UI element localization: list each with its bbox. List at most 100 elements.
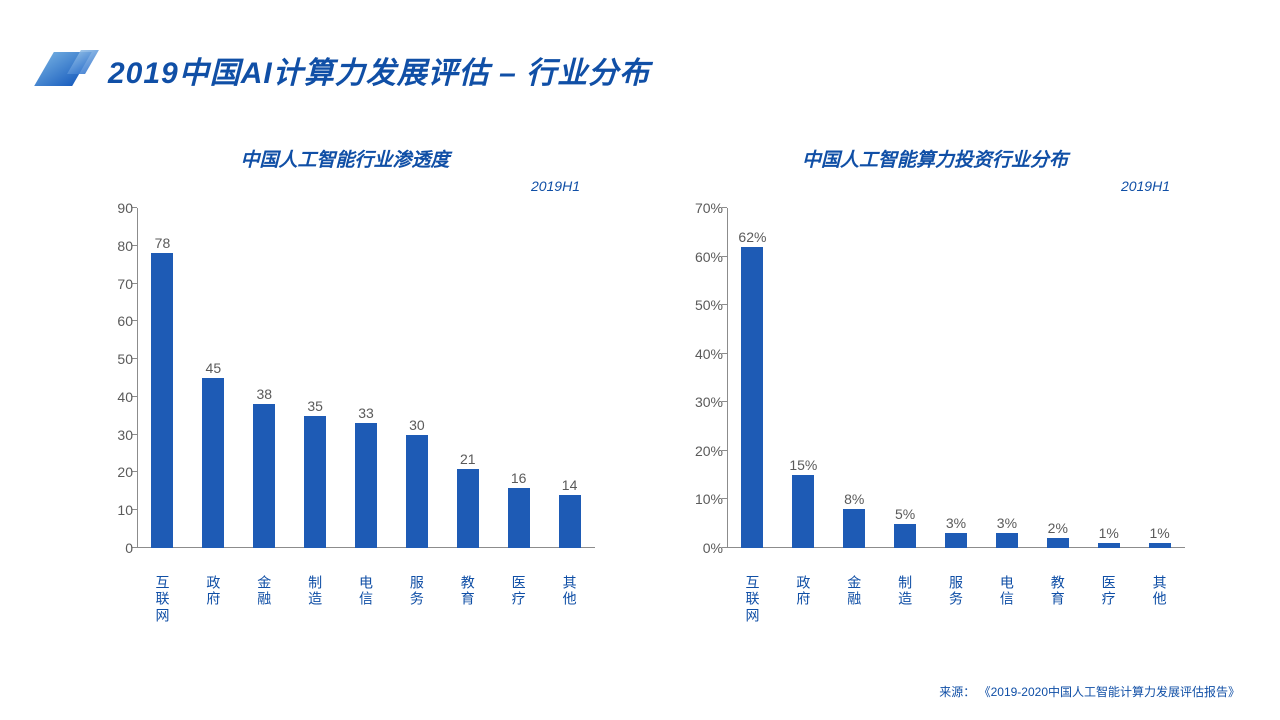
bar-value-label: 1% [1099, 525, 1119, 541]
y-tick-label: 70% [683, 200, 723, 216]
bar-value-label: 3% [946, 515, 966, 531]
y-tick-label: 20% [683, 443, 723, 459]
bar-value-label: 16 [511, 470, 527, 486]
x-category-label: 政府 [188, 574, 239, 624]
x-category-label: 制造 [880, 574, 931, 624]
left-x-labels: 互联网政府金融制造电信服务教育医疗其他 [137, 574, 595, 624]
left-chart-subtitle: 2019H1 [80, 178, 610, 194]
bar-column: 1% [1134, 208, 1185, 548]
page-title: 2019中国AI计算力发展评估 – 行业分布 [108, 48, 650, 92]
bar-column: 8% [829, 208, 880, 548]
bar [202, 378, 224, 548]
bar-column: 45 [188, 208, 239, 548]
left-bars: 78 45 38 35 33 30 21 16 14 [137, 208, 595, 548]
right-chart-subtitle: 2019H1 [670, 178, 1200, 194]
right-chart-plot: 62%15%8%5%3%3%2%1%1% 0%10%20%30%40%50%60… [675, 198, 1195, 568]
bar [792, 475, 814, 548]
bar-column: 2% [1032, 208, 1083, 548]
right-bars: 62% 15% 8% 5% 3% 3% 2% 1% 1% [727, 208, 1185, 548]
bar-column: 21 [442, 208, 493, 548]
x-category-label: 金融 [829, 574, 880, 624]
left-chart: 中国人工智能行业渗透度 2019H1 78 45 38 35 33 30 21 16 14 0 1… [80, 145, 610, 568]
y-tick-label: 10% [683, 491, 723, 507]
y-tick-label: 90 [93, 200, 133, 216]
right-chart-title: 中国人工智能算力投资行业分布 [802, 145, 1068, 172]
y-tick-label: 0% [683, 540, 723, 556]
bar [741, 247, 763, 548]
source-citation: 来源： 《2019-2020中国人工智能计算力发展评估报告》 [939, 683, 1240, 700]
x-category-label: 互联网 [727, 574, 778, 624]
left-chart-plot: 784538353330211614 0102030405060708090 互… [85, 198, 605, 568]
y-tick-label: 60 [93, 313, 133, 329]
y-tick-label: 80 [93, 238, 133, 254]
y-tick-label: 20 [93, 464, 133, 480]
bar-column: 14 [544, 208, 595, 548]
bar-column: 62% [727, 208, 778, 548]
bar-column: 35 [290, 208, 341, 548]
x-category-label: 互联网 [137, 574, 188, 624]
x-category-label: 电信 [981, 574, 1032, 624]
header-parallelogram-icon [30, 50, 90, 90]
y-tick-label: 70 [93, 276, 133, 292]
bar [355, 423, 377, 548]
x-category-label: 教育 [1032, 574, 1083, 624]
bar-column: 3% [931, 208, 982, 548]
bar-column: 78 [137, 208, 188, 548]
bar-value-label: 30 [409, 417, 425, 433]
bar-value-label: 3% [997, 515, 1017, 531]
x-category-label: 制造 [290, 574, 341, 624]
bar [559, 495, 581, 548]
bar-value-label: 35 [307, 398, 323, 414]
y-tick-label: 30% [683, 394, 723, 410]
y-tick-label: 10 [93, 502, 133, 518]
y-tick-label: 40% [683, 346, 723, 362]
bar [843, 509, 865, 548]
bar-column: 16 [493, 208, 544, 548]
right-chart: 中国人工智能算力投资行业分布 2019H1 62% 15% 8% 5% 3% 3% 2% 1%… [670, 145, 1200, 568]
charts-container: 中国人工智能行业渗透度 2019H1 78 45 38 35 33 30 21 16 14 0 1… [80, 145, 1200, 568]
bar [996, 533, 1018, 548]
bar [1149, 543, 1171, 548]
x-category-label: 服务 [931, 574, 982, 624]
bar-value-label: 2% [1048, 520, 1068, 536]
x-category-label: 医疗 [1083, 574, 1134, 624]
bar-column: 33 [341, 208, 392, 548]
bar [1047, 538, 1069, 548]
bar-value-label: 14 [562, 477, 578, 493]
y-tick-label: 50% [683, 297, 723, 313]
header: 2019中国AI计算力发展评估 – 行业分布 [30, 48, 650, 92]
x-category-label: 政府 [778, 574, 829, 624]
left-chart-title: 中国人工智能行业渗透度 [240, 145, 449, 172]
bar [894, 524, 916, 548]
y-tick-label: 30 [93, 427, 133, 443]
y-tick-label: 0 [93, 540, 133, 556]
x-category-label: 服务 [391, 574, 442, 624]
bar-value-label: 1% [1149, 525, 1169, 541]
x-category-label: 教育 [442, 574, 493, 624]
bar-value-label: 21 [460, 451, 476, 467]
bar-value-label: 38 [256, 386, 272, 402]
y-tick-label: 50 [93, 351, 133, 367]
bar [151, 253, 173, 548]
bar-value-label: 62% [738, 229, 766, 245]
bar [304, 416, 326, 548]
bar [945, 533, 967, 548]
bar-column: 3% [981, 208, 1032, 548]
x-category-label: 其他 [544, 574, 595, 624]
bar-value-label: 45 [206, 360, 222, 376]
x-category-label: 金融 [239, 574, 290, 624]
bar-column: 15% [778, 208, 829, 548]
right-x-labels: 互联网政府金融制造服务电信教育医疗其他 [727, 574, 1185, 624]
bar [406, 435, 428, 548]
bar [1098, 543, 1120, 548]
bar-column: 5% [880, 208, 931, 548]
bar-value-label: 5% [895, 506, 915, 522]
x-category-label: 电信 [341, 574, 392, 624]
bar-column: 30 [391, 208, 442, 548]
bar [508, 488, 530, 548]
bar [253, 404, 275, 548]
bar-value-label: 8% [844, 491, 864, 507]
y-tick-label: 40 [93, 389, 133, 405]
x-category-label: 其他 [1134, 574, 1185, 624]
bar-value-label: 33 [358, 405, 374, 421]
